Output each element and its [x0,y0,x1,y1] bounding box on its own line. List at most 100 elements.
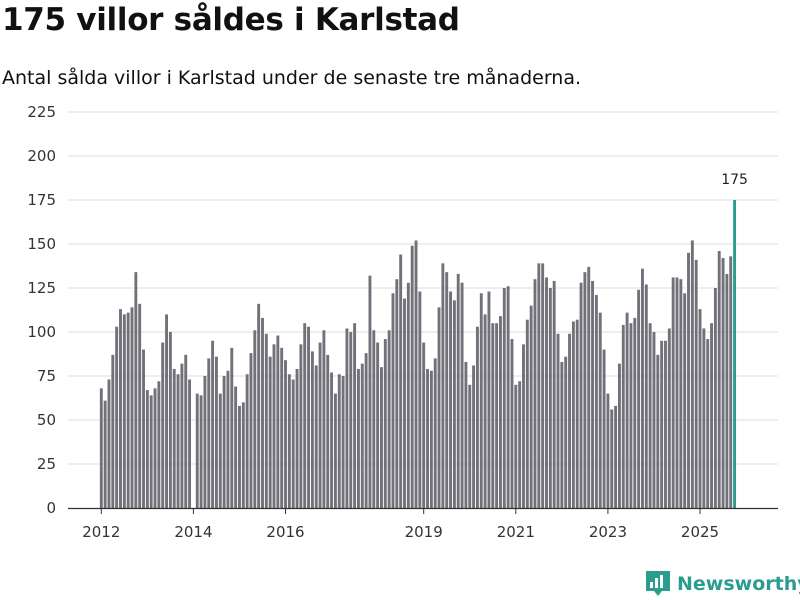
bar [345,328,349,508]
bar [184,354,188,508]
bar [522,344,525,508]
x-tick-label: 2021 [497,523,535,541]
bar [238,405,241,508]
bar [560,361,564,508]
bar [552,280,556,508]
bar [487,291,491,508]
bar [598,312,602,508]
bar [214,356,218,508]
bar [272,344,276,508]
bar [710,323,713,508]
y-tick-label: 175 [27,191,56,209]
bar-highlight [733,200,737,508]
bar [107,379,111,508]
bar [326,354,330,508]
y-tick-label: 100 [27,323,56,341]
bar [564,356,568,508]
bar [449,291,453,508]
bar [687,252,690,508]
bar [452,300,456,508]
bar [614,405,618,508]
bar [230,347,234,508]
bar [168,332,172,508]
bar [713,288,717,508]
bar [115,326,119,508]
bar [422,342,426,508]
bar [706,339,710,508]
bar [195,393,199,508]
bar [499,316,502,508]
bar [360,363,364,508]
brand-name: Newsworthy [677,573,800,595]
bar [145,390,149,508]
bar [644,284,648,508]
bar [514,384,518,508]
bar [621,324,625,508]
bar [399,254,403,508]
bar [245,374,249,508]
bar [330,372,334,508]
bar [149,395,153,508]
bar [287,374,291,508]
bar [491,323,495,508]
newsworthy-logo: Newsworthy [645,570,800,598]
bar [261,317,264,508]
bar [395,279,399,508]
bar [479,293,483,508]
bar [241,402,245,508]
bar [234,386,238,508]
bar [667,328,671,508]
bar [426,368,429,508]
bar [656,354,660,508]
bar [372,330,376,508]
bars [99,200,737,509]
bar [698,309,702,508]
bar [475,326,479,508]
bar [445,272,449,508]
bar [172,368,176,508]
chart-bars-icon [646,571,670,596]
bar [280,347,284,508]
bar [641,268,644,508]
x-tick-label: 2014 [174,523,212,541]
bar [629,323,633,508]
bar [134,272,138,508]
bar [353,323,357,508]
bar [349,332,353,508]
bar [222,376,226,508]
bar [333,393,337,508]
x-tick-label: 2012 [82,523,120,541]
bar [537,263,541,508]
bar [575,319,579,508]
y-tick-label: 200 [27,147,56,165]
bar [472,365,476,508]
bar [648,323,652,508]
bar [318,342,322,508]
bar [299,344,303,508]
bar [529,305,533,508]
bar [606,393,610,508]
bar [337,374,341,508]
bar [126,312,130,508]
bar [460,282,464,508]
bar [314,365,318,508]
y-tick-label: 75 [37,367,56,385]
bar [679,279,683,508]
bar [99,388,103,508]
bar [594,295,598,508]
bar [322,330,326,508]
bar [188,379,192,508]
bar [153,388,157,508]
bar [690,240,694,509]
x-axis-ticks: 2012 2014 2016 2019 2021 2023 2025 [82,508,719,541]
bar [725,273,729,508]
bar [291,379,295,508]
bar [437,307,441,508]
highlight-annotation: 175 [721,172,748,188]
y-tick-label: 225 [27,103,56,121]
bar [380,367,383,508]
bar [364,353,368,508]
bar [357,368,360,508]
chart-subtitle: Antal sålda villor i Karlstad under de s… [2,67,582,89]
